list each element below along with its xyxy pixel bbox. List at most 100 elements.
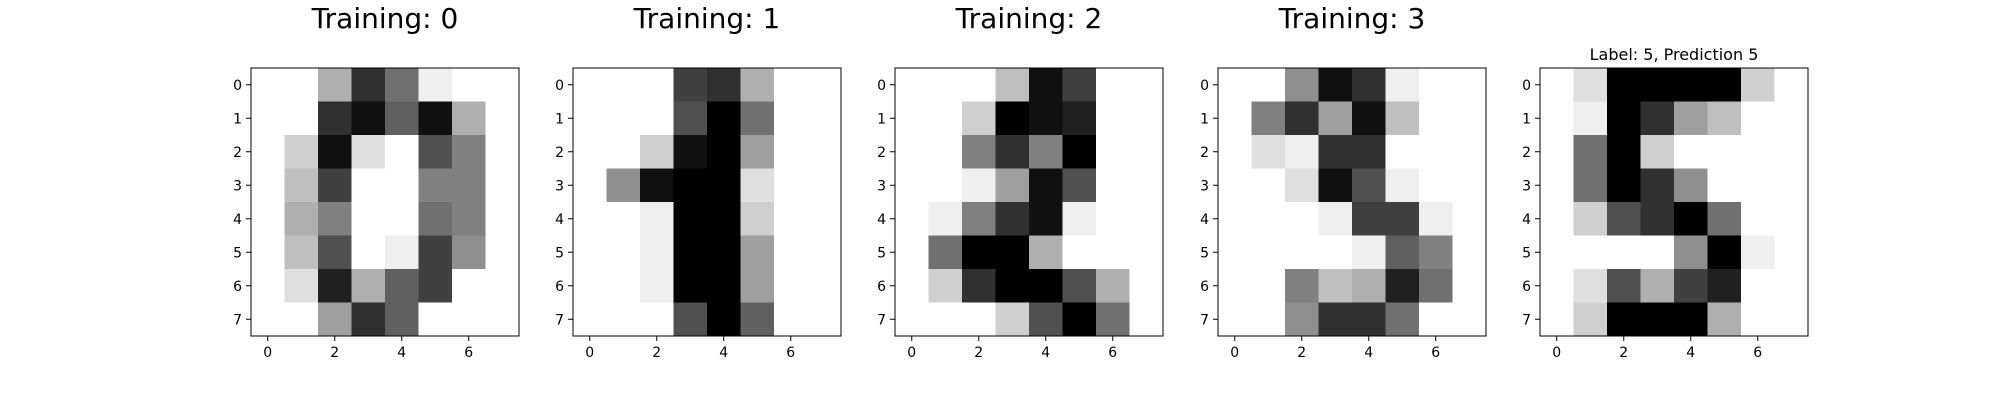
heatmap-cell: [1707, 135, 1742, 169]
heatmap-cell: [807, 302, 842, 337]
heatmap-cell: [895, 168, 929, 203]
heatmap-cell: [1607, 168, 1641, 203]
heatmap-cell: [895, 68, 929, 102]
heatmap-cell: [1285, 101, 1319, 136]
heatmap-cell: [1096, 68, 1130, 102]
heatmap-cell: [452, 101, 486, 136]
heatmap-cell: [995, 101, 1030, 136]
heatmap-cell: [1251, 302, 1286, 337]
heatmap-cell: [1741, 101, 1775, 136]
x-tick-label: 4: [1041, 345, 1050, 361]
heatmap-cell: [251, 269, 285, 303]
heatmap-cell: [284, 168, 319, 203]
y-tick-label: 7: [877, 312, 886, 328]
heatmap-cell: [452, 135, 486, 169]
heatmap-cell: [928, 235, 963, 270]
heatmap-cell: [1385, 202, 1420, 236]
heatmap-cell: [351, 68, 386, 102]
heatmap-cell: [573, 235, 607, 270]
heatmap-cell: [1573, 135, 1608, 169]
heatmap-cell: [1251, 235, 1286, 270]
heatmap-cell: [1452, 101, 1487, 136]
heatmap-cell: [1674, 68, 1708, 102]
heatmap-cell: [962, 101, 996, 136]
x-tick-label: 2: [1297, 345, 1306, 361]
heatmap-cell: [1218, 101, 1252, 136]
heatmap-cell: [774, 168, 808, 203]
heatmap-cell: [1419, 269, 1453, 303]
heatmap-cell: [251, 168, 285, 203]
heatmap-cell: [740, 269, 775, 303]
heatmap-cell: [1707, 235, 1742, 270]
heatmap-cell: [807, 202, 842, 236]
x-tick-label: 0: [585, 345, 594, 361]
heatmap-cell: [1029, 235, 1063, 270]
y-tick-label: 3: [555, 178, 564, 194]
heatmap-cell: [385, 68, 419, 102]
heatmap-cell: [995, 302, 1030, 337]
y-tick-label: 6: [1522, 279, 1531, 295]
heatmap-cell: [928, 202, 963, 236]
heatmap-cell: [284, 68, 319, 102]
heatmap-cell: [1707, 101, 1742, 136]
heatmap-cell: [673, 68, 708, 102]
y-tick-label: 2: [1522, 145, 1531, 161]
heatmap-cell: [962, 68, 996, 102]
heatmap-cell: [1540, 168, 1574, 203]
heatmap-cell: [1640, 68, 1675, 102]
heatmap-cell: [740, 135, 775, 169]
heatmap-cell: [1062, 202, 1097, 236]
heatmap-cell: [1452, 135, 1487, 169]
heatmap-cell: [1452, 302, 1487, 337]
heatmap-cell: [1096, 168, 1130, 203]
heatmap-cell: [1607, 135, 1641, 169]
heatmap-cell: [1352, 269, 1386, 303]
heatmap-cell: [1674, 235, 1708, 270]
heatmap-cell: [606, 202, 641, 236]
heatmap-cell: [351, 269, 386, 303]
heatmap-cell: [606, 135, 641, 169]
heatmap-cell: [1029, 168, 1063, 203]
heatmap-cell: [995, 68, 1030, 102]
heatmap-cell: [318, 235, 352, 270]
heatmap-cell: [1218, 135, 1252, 169]
heatmap-panel-0: Training: 0 0 2 4 6 0 1 2 3 4 5 6 7: [233, 2, 520, 361]
heatmap-cell: [1573, 168, 1608, 203]
heatmap-cell: [385, 235, 419, 270]
heatmap-cell: [774, 68, 808, 102]
heatmap-cell: [807, 168, 842, 203]
heatmap-cell: [251, 302, 285, 337]
heatmap-cell: [707, 269, 741, 303]
x-tick-label: 2: [1619, 345, 1628, 361]
heatmap-panel-2: Training: 2 0 2 4 6 0 1 2 3 4 5 6 7: [877, 2, 1164, 361]
heatmap-cell: [1573, 302, 1608, 337]
heatmap-cell: [1674, 202, 1708, 236]
heatmap-cell: [1540, 101, 1574, 136]
heatmap-cell: [1419, 168, 1453, 203]
y-tick-label: 0: [233, 78, 242, 94]
heatmap-cell: [606, 235, 641, 270]
heatmap-cell: [928, 135, 963, 169]
y-tick-label: 1: [1522, 111, 1531, 127]
heatmap-cell: [573, 269, 607, 303]
heatmap-cell: [1285, 202, 1319, 236]
heatmap-cell: [351, 168, 386, 203]
heatmap-cell: [1096, 135, 1130, 169]
heatmap-cell: [1062, 302, 1097, 337]
heatmap-cell: [740, 68, 775, 102]
y-tick-label: 4: [233, 212, 242, 228]
heatmap-cell: [962, 235, 996, 270]
heatmap-cell: [1318, 202, 1353, 236]
x-tick-label: 0: [1552, 345, 1561, 361]
heatmap-cell: [673, 101, 708, 136]
heatmap-cell: [284, 302, 319, 337]
heatmap-cell: [640, 135, 674, 169]
y-tick-label: 1: [877, 111, 886, 127]
heatmap-cell: [1385, 302, 1420, 337]
heatmap-cell: [1774, 168, 1809, 203]
heatmap-cell: [1774, 235, 1809, 270]
x-tick-label: 6: [1108, 345, 1117, 361]
heatmap-cell: [1419, 101, 1453, 136]
y-tick-label: 6: [233, 279, 242, 295]
y-tick-label: 3: [1522, 178, 1531, 194]
